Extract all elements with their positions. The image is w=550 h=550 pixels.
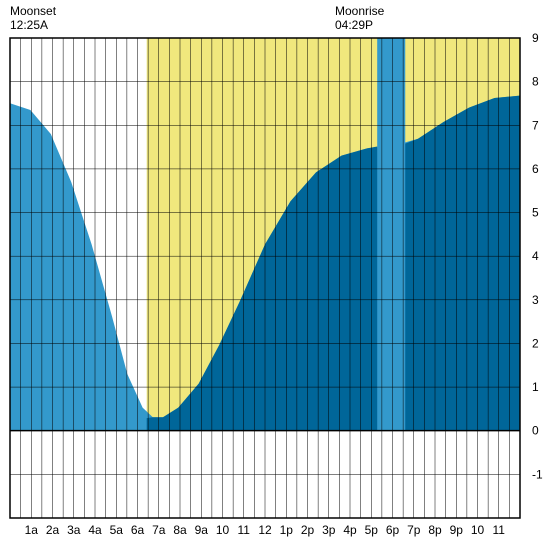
moonset-time: 12:25A [10, 18, 56, 32]
svg-text:1p: 1p [280, 523, 294, 537]
svg-text:4a: 4a [88, 523, 102, 537]
moonrise-title: Moonrise [335, 4, 384, 18]
svg-text:5p: 5p [365, 523, 379, 537]
svg-text:8: 8 [532, 75, 539, 89]
svg-text:0: 0 [532, 424, 539, 438]
svg-text:8a: 8a [173, 523, 187, 537]
svg-text:4p: 4p [343, 523, 357, 537]
svg-text:7p: 7p [407, 523, 421, 537]
svg-text:3: 3 [532, 293, 539, 307]
svg-text:1a: 1a [25, 523, 39, 537]
svg-text:5: 5 [532, 206, 539, 220]
svg-text:9a: 9a [195, 523, 209, 537]
svg-text:9p: 9p [450, 523, 464, 537]
svg-text:11: 11 [238, 523, 251, 537]
tide-chart: Moonset 12:25A Moonrise 04:29P 1a2a3a4a5… [0, 0, 550, 550]
svg-text:11: 11 [493, 523, 506, 537]
moonset-label: Moonset 12:25A [10, 4, 56, 33]
svg-text:-1: -1 [532, 467, 543, 481]
svg-text:9: 9 [532, 31, 539, 45]
svg-text:3p: 3p [322, 523, 336, 537]
svg-text:8p: 8p [428, 523, 442, 537]
svg-text:5a: 5a [110, 523, 124, 537]
svg-text:6a: 6a [131, 523, 145, 537]
moonrise-time: 04:29P [335, 18, 384, 32]
svg-text:1: 1 [532, 380, 539, 394]
svg-text:12: 12 [258, 523, 272, 537]
svg-text:3a: 3a [67, 523, 81, 537]
svg-text:4: 4 [532, 249, 539, 263]
moonrise-label: Moonrise 04:29P [335, 4, 384, 33]
svg-text:10: 10 [216, 523, 230, 537]
svg-text:7: 7 [532, 118, 539, 132]
moonset-title: Moonset [10, 4, 56, 18]
svg-text:2: 2 [532, 336, 539, 350]
svg-text:6: 6 [532, 162, 539, 176]
svg-text:2a: 2a [46, 523, 60, 537]
svg-text:10: 10 [471, 523, 485, 537]
svg-text:7a: 7a [152, 523, 166, 537]
svg-text:6p: 6p [386, 523, 400, 537]
chart-svg: 1a2a3a4a5a6a7a8a9a1011121p2p3p4p5p6p7p8p… [0, 0, 550, 550]
svg-text:2p: 2p [301, 523, 315, 537]
